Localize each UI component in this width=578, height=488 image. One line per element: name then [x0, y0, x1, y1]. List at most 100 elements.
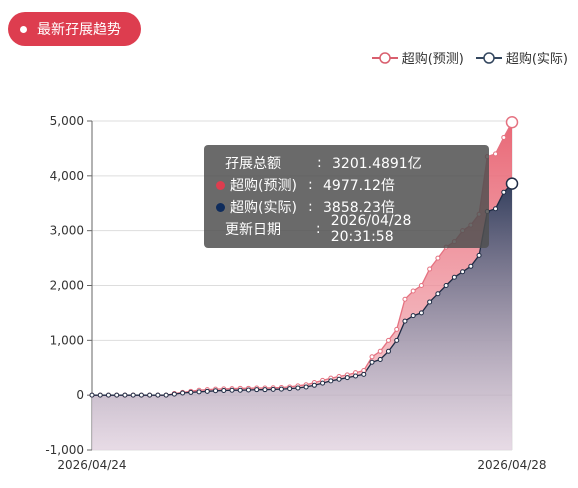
data-point-actual: [303, 384, 309, 390]
y-tick-label: 1,000: [50, 333, 84, 347]
tooltip-value: 3858.23倍: [323, 200, 395, 216]
data-point-actual: [254, 387, 260, 393]
tooltip-separator: :: [317, 155, 322, 171]
y-tick-label: 2,000: [50, 279, 84, 293]
data-point-actual: [427, 299, 433, 305]
data-point-forecast: [505, 116, 519, 129]
data-point-actual: [369, 359, 375, 365]
legend-actual-icon: [475, 51, 502, 64]
data-point-actual: [180, 390, 186, 396]
y-tick-label: 3,000: [50, 224, 84, 238]
trend-badge[interactable]: 最新孖展趋势: [8, 12, 141, 46]
data-point-actual: [344, 375, 350, 381]
tooltip-row-margin-total: 孖展总额 : 3201.4891亿: [216, 152, 477, 174]
tooltip-actual-dot-icon: [216, 202, 225, 212]
data-point-actual: [196, 389, 202, 395]
data-point-actual: [476, 252, 482, 258]
legend-actual-label: 超购(实际): [505, 52, 568, 67]
y-tick-label: 4,000: [50, 169, 84, 183]
data-point-actual: [336, 376, 342, 382]
data-point-actual: [147, 392, 153, 398]
data-point-actual: [493, 206, 499, 212]
x-tick-label-end: 2026/04/28: [477, 458, 546, 472]
badge-label: 最新孖展趋势: [37, 22, 121, 38]
data-point-forecast: [501, 134, 507, 140]
x-tick-label-start: 2026/04/24: [57, 458, 126, 472]
data-point-actual: [385, 348, 391, 354]
data-point-actual: [97, 392, 103, 398]
data-point-actual: [418, 310, 424, 316]
tooltip-label: 孖展总额: [225, 156, 281, 172]
chart-legend: 超购(预测) 超购(实际): [360, 48, 568, 67]
data-point-actual: [237, 387, 243, 393]
data-point-forecast: [493, 151, 499, 157]
data-point-actual: [105, 392, 111, 398]
data-point-actual: [114, 392, 120, 398]
data-point-actual: [171, 391, 177, 397]
tooltip-value: 4977.12倍: [323, 178, 395, 194]
data-point-actual: [262, 387, 268, 393]
data-point-forecast: [369, 354, 375, 360]
data-point-forecast: [410, 288, 416, 294]
legend-item-actual[interactable]: 超购(实际): [475, 48, 568, 67]
data-point-actual: [122, 392, 128, 398]
tooltip-separator: :: [315, 221, 321, 237]
data-point-actual: [443, 283, 449, 288]
data-point-actual: [451, 274, 457, 280]
data-point-actual: [320, 380, 326, 386]
data-point-actual: [328, 378, 334, 384]
data-point-forecast: [435, 255, 441, 261]
data-point-actual: [377, 357, 383, 363]
data-point-actual: [138, 392, 144, 398]
data-point-actual: [501, 189, 507, 195]
tooltip-row-update-date: 更新日期 : 2026/04/28 20:31:58: [216, 213, 477, 245]
tooltip-value: 3201.4891亿: [332, 156, 422, 172]
data-point-actual: [435, 291, 441, 297]
data-point-forecast: [418, 283, 424, 288]
legend-forecast-icon: [371, 51, 398, 64]
legend-item-forecast[interactable]: 超购(预测): [371, 48, 464, 67]
data-point-actual: [460, 269, 466, 275]
chart-tooltip: 孖展总额 : 3201.4891亿 超购(预测) : 4977.12倍 超购(实…: [204, 145, 489, 248]
data-point-forecast: [402, 296, 408, 302]
data-point-actual: [410, 313, 416, 319]
tooltip-value: 2026/04/28 20:31:58: [330, 213, 412, 245]
data-point-forecast: [377, 348, 383, 354]
tooltip-label: 超购(预测): [230, 178, 297, 194]
data-point-actual: [278, 386, 284, 392]
tooltip-separator: :: [308, 177, 313, 193]
data-point-actual: [361, 371, 367, 377]
data-point-actual: [311, 382, 317, 388]
y-tick-label: 5,000: [50, 114, 84, 128]
data-point-actual: [188, 389, 194, 395]
data-point-actual: [155, 392, 161, 398]
data-point-actual: [213, 388, 219, 394]
tooltip-row-forecast: 超购(预测) : 4977.12倍: [216, 174, 477, 196]
data-point-forecast: [385, 337, 391, 343]
data-point-actual: [402, 318, 408, 324]
tooltip-label: 超购(实际): [230, 200, 297, 216]
data-point-actual: [245, 387, 251, 393]
y-tick-label: 0: [76, 388, 84, 402]
legend-forecast-label: 超购(预测): [401, 52, 464, 67]
data-point-actual: [468, 263, 474, 269]
y-tick-label: -1,000: [45, 443, 84, 457]
tooltip-row-actual: 超购(实际) : 3858.23倍: [216, 196, 477, 218]
data-point-actual: [163, 392, 169, 398]
tooltip-separator: :: [308, 199, 313, 215]
badge-dot-icon: [20, 25, 27, 33]
data-point-actual: [221, 388, 227, 394]
data-point-actual: [505, 177, 519, 190]
tooltip-label: 更新日期: [225, 222, 281, 238]
data-point-actual: [89, 392, 95, 398]
data-point-actual: [394, 337, 400, 343]
data-point-actual: [353, 373, 359, 379]
tooltip-forecast-dot-icon: [216, 180, 225, 190]
data-point-actual: [295, 385, 301, 391]
area-actual: [92, 183, 512, 450]
data-point-actual: [204, 388, 210, 394]
series-line-actual: [92, 183, 513, 396]
data-point-forecast: [427, 266, 433, 272]
data-point-actual: [130, 392, 136, 398]
data-point-actual: [287, 386, 293, 392]
